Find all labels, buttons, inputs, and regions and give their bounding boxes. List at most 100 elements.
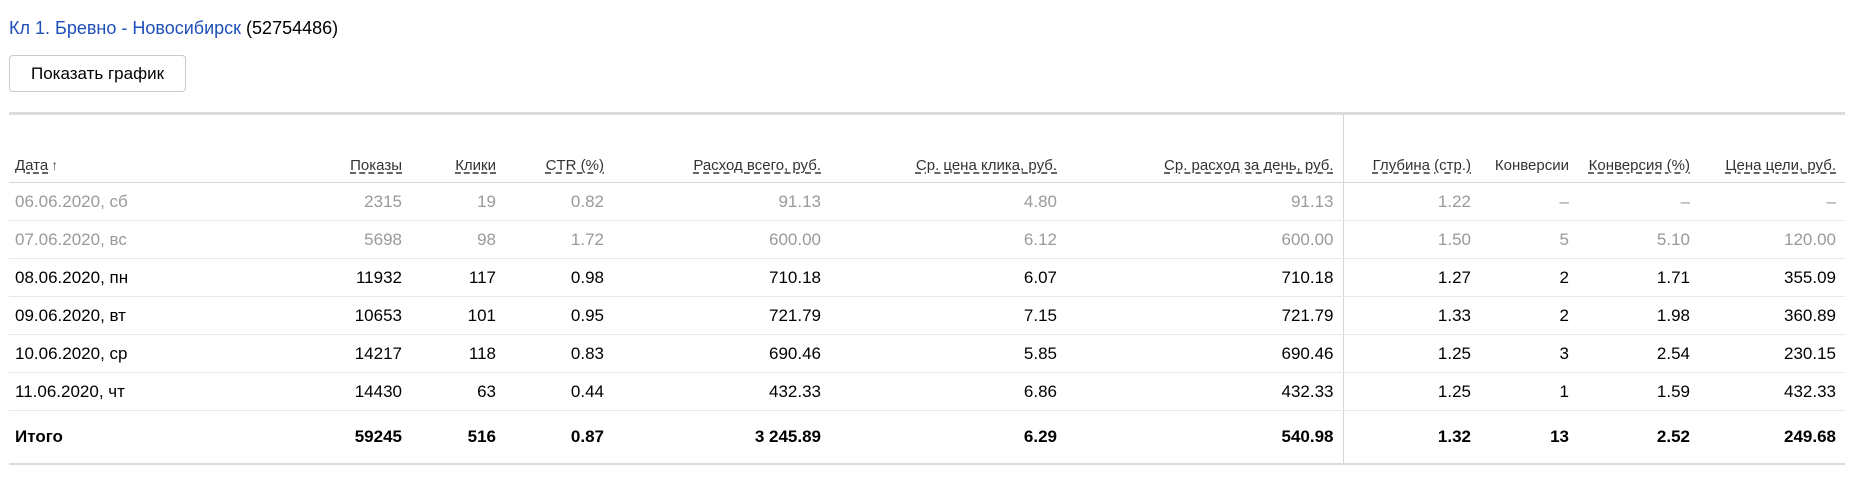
sort-link-goal-cost[interactable]: Цена цели, руб. <box>1725 157 1836 174</box>
sort-link-ctr[interactable]: CTR (%) <box>545 157 604 174</box>
column-header-conversions: Конверсии <box>1480 115 1578 183</box>
table-header-row: Дата ↑ Показы Клики CTR (%) Расход всего,… <box>9 115 1845 183</box>
table-row: 09.06.2020, вт 10653 101 0.95 721.79 7.15 721.… <box>9 296 1845 335</box>
total-avg-daily-spend: 540.98 <box>1066 410 1344 465</box>
table-row: 06.06.2020, сб 2315 19 0.82 91.13 4.80 91.13 1.… <box>9 182 1845 221</box>
cell-depth: 1.33 <box>1343 296 1480 335</box>
cell-date: 08.06.2020, пн <box>9 258 241 297</box>
total-date: Итого <box>9 410 241 465</box>
column-header-avg-cpc[interactable]: Ср. цена клика, руб. <box>830 115 1066 183</box>
cell-conversions: – <box>1480 182 1578 221</box>
total-row: Итого 59245 516 0.87 3 245.89 6.29 540.98 1.32 1… <box>9 410 1845 465</box>
cell-avg-cpc: 6.86 <box>830 372 1066 411</box>
total-ctr: 0.87 <box>505 410 613 465</box>
column-header-shows[interactable]: Показы <box>241 115 411 183</box>
cell-goal-cost: 355.09 <box>1699 258 1845 297</box>
cell-conversion-rate: 2.54 <box>1578 334 1699 373</box>
sort-link-avg-daily-spend[interactable]: Ср. расход за день, руб. <box>1164 157 1334 174</box>
column-header-spend-total[interactable]: Расход всего, руб. <box>613 115 830 183</box>
cell-shows: 14217 <box>241 334 411 373</box>
cell-ctr: 1.72 <box>505 220 613 259</box>
cell-avg-daily-spend: 710.18 <box>1066 258 1344 297</box>
sort-link-spend-total[interactable]: Расход всего, руб. <box>693 157 821 174</box>
sort-link-shows[interactable]: Показы <box>350 157 402 174</box>
cell-avg-cpc: 6.12 <box>830 220 1066 259</box>
column-header-conversion-rate[interactable]: Конверсия (%) <box>1578 115 1699 183</box>
table-row: 10.06.2020, ср 14217 118 0.83 690.46 5.85 690.… <box>9 334 1845 373</box>
cell-conversions: 5 <box>1480 220 1578 259</box>
cell-avg-cpc: 4.80 <box>830 182 1066 221</box>
cell-conversion-rate: 1.59 <box>1578 372 1699 411</box>
conversions-label: Конверсии <box>1494 157 1569 174</box>
cell-avg-cpc: 5.85 <box>830 334 1066 373</box>
cell-goal-cost: 120.00 <box>1699 220 1845 259</box>
cell-conversions: 3 <box>1480 334 1578 373</box>
total-shows: 59245 <box>241 410 411 465</box>
cell-spend-total: 91.13 <box>613 182 830 221</box>
campaign-title: Кл 1. Бревно - Новосибирск (52754486) <box>9 16 338 40</box>
cell-date: 06.06.2020, сб <box>9 182 241 221</box>
cell-ctr: 0.83 <box>505 334 613 373</box>
cell-depth: 1.25 <box>1343 334 1480 373</box>
stats-table-wrap: Дата ↑ Показы Клики CTR (%) Расход всего,… <box>9 112 1845 465</box>
cell-spend-total: 721.79 <box>613 296 830 335</box>
cell-shows: 10653 <box>241 296 411 335</box>
cell-conversion-rate: 5.10 <box>1578 220 1699 259</box>
cell-date: 11.06.2020, чт <box>9 372 241 411</box>
sort-link-depth[interactable]: Глубина (стр.) <box>1372 157 1471 174</box>
cell-conversions: 2 <box>1480 258 1578 297</box>
sort-link-date[interactable]: Дата <box>15 157 49 174</box>
cell-avg-daily-spend: 600.00 <box>1066 220 1344 259</box>
cell-ctr: 0.82 <box>505 182 613 221</box>
table-body: 06.06.2020, сб 2315 19 0.82 91.13 4.80 91.13 1.… <box>9 182 1845 465</box>
stats-table: Дата ↑ Показы Клики CTR (%) Расход всего,… <box>9 115 1845 465</box>
cell-spend-total: 690.46 <box>613 334 830 373</box>
cell-conversion-rate: – <box>1578 182 1699 221</box>
cell-spend-total: 710.18 <box>613 258 830 297</box>
show-chart-button[interactable]: Показать график <box>9 55 186 92</box>
cell-goal-cost: 360.89 <box>1699 296 1845 335</box>
cell-conversions: 2 <box>1480 296 1578 335</box>
column-header-depth[interactable]: Глубина (стр.) <box>1343 115 1480 183</box>
cell-goal-cost: 230.15 <box>1699 334 1845 373</box>
column-header-date[interactable]: Дата ↑ <box>9 115 241 183</box>
sort-link-conversion-rate[interactable]: Конверсия (%) <box>1588 157 1690 174</box>
campaign-id: (52754486) <box>246 18 339 38</box>
cell-ctr: 0.44 <box>505 372 613 411</box>
cell-goal-cost: 432.33 <box>1699 372 1845 411</box>
cell-ctr: 0.98 <box>505 258 613 297</box>
cell-clicks: 117 <box>411 258 505 297</box>
column-header-clicks[interactable]: Клики <box>411 115 505 183</box>
cell-depth: 1.25 <box>1343 372 1480 411</box>
cell-shows: 11932 <box>241 258 411 297</box>
campaign-link[interactable]: Кл 1. Бревно - Новосибирск <box>9 18 242 38</box>
cell-clicks: 63 <box>411 372 505 411</box>
cell-date: 10.06.2020, ср <box>9 334 241 373</box>
cell-depth: 1.50 <box>1343 220 1480 259</box>
cell-spend-total: 600.00 <box>613 220 830 259</box>
cell-depth: 1.22 <box>1343 182 1480 221</box>
total-conversion-rate: 2.52 <box>1578 410 1699 465</box>
total-spend-total: 3 245.89 <box>613 410 830 465</box>
cell-avg-cpc: 7.15 <box>830 296 1066 335</box>
sort-link-clicks[interactable]: Клики <box>455 157 496 174</box>
cell-shows: 14430 <box>241 372 411 411</box>
cell-shows: 2315 <box>241 182 411 221</box>
cell-date: 09.06.2020, вт <box>9 296 241 335</box>
table-row: 07.06.2020, вс 5698 98 1.72 600.00 6.12 600.00… <box>9 220 1845 259</box>
cell-avg-daily-spend: 432.33 <box>1066 372 1344 411</box>
total-depth: 1.32 <box>1343 410 1480 465</box>
column-header-ctr[interactable]: CTR (%) <box>505 115 613 183</box>
cell-avg-daily-spend: 91.13 <box>1066 182 1344 221</box>
sort-ascending-icon: ↑ <box>51 157 59 173</box>
sort-link-avg-cpc[interactable]: Ср. цена клика, руб. <box>915 157 1057 174</box>
table-top-divider <box>9 112 1845 115</box>
cell-conversion-rate: 1.98 <box>1578 296 1699 335</box>
cell-date: 07.06.2020, вс <box>9 220 241 259</box>
column-header-goal-cost[interactable]: Цена цели, руб. <box>1699 115 1845 183</box>
cell-avg-daily-spend: 690.46 <box>1066 334 1344 373</box>
column-header-avg-daily-spend[interactable]: Ср. расход за день, руб. <box>1066 115 1344 183</box>
cell-depth: 1.27 <box>1343 258 1480 297</box>
total-clicks: 516 <box>411 410 505 465</box>
